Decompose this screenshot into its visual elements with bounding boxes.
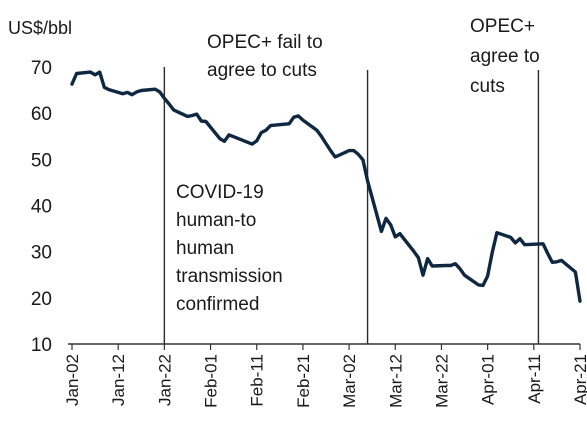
- x-tick-label: Mar-12: [386, 354, 405, 408]
- y-tick-label: 40: [31, 197, 52, 218]
- annotation-opec-agree: OPEC+ agree to cuts: [470, 16, 540, 97]
- series-line: [70, 70, 582, 303]
- annotation-covid-line-1: COVID-19: [176, 182, 264, 203]
- axes: [68, 343, 581, 350]
- x-tick-label: Apr-11: [525, 354, 544, 404]
- annotation-opec-agree-line-1: OPEC+: [470, 16, 535, 37]
- x-tick-marks: [71, 344, 581, 350]
- y-tick-labels: 10 20 30 40 50 60 70: [31, 58, 52, 356]
- x-tick-label: Jan-12: [109, 354, 128, 406]
- x-tick-label: Jan-02: [63, 354, 82, 406]
- annotation-covid-line-2: human-to: [176, 210, 256, 231]
- x-tick-label: Jan-22: [155, 354, 174, 406]
- y-tick-label: 50: [31, 150, 52, 171]
- annotation-covid-line-5: confirmed: [176, 294, 259, 315]
- y-tick-label: 20: [31, 289, 52, 310]
- x-tick-label: Feb-11: [248, 354, 267, 407]
- event-lines: [163, 67, 540, 344]
- y-tick-label: 10: [31, 335, 52, 356]
- annotation-opec-fail-line-2: agree to cuts: [207, 60, 317, 81]
- annotation-covid: COVID-19 human-to human transmission con…: [176, 182, 283, 315]
- annotation-opec-agree-line-3: cuts: [470, 76, 505, 97]
- annotation-covid-line-4: transmission: [176, 266, 283, 287]
- x-tick-label: Mar-22: [432, 354, 451, 408]
- y-tick-label: 30: [31, 243, 52, 264]
- annotation-opec-agree-line-2: agree to: [470, 46, 540, 67]
- y-axis-label: US$/bbl: [8, 18, 72, 38]
- annotation-opec-fail: OPEC+ fail to agree to cuts: [207, 32, 323, 81]
- y-tick-label: 60: [31, 104, 52, 125]
- x-tick-labels: Jan-02 Jan-12 Jan-22 Feb-01 Feb-11 Feb-21 Mar-…: [63, 354, 587, 408]
- y-tick-label: 70: [31, 58, 52, 79]
- x-tick-label: Apr-21: [571, 354, 587, 405]
- x-tick-label: Feb-01: [202, 354, 221, 408]
- x-tick-label: Apr-01: [479, 354, 498, 405]
- x-tick-label: Feb-21: [294, 354, 313, 408]
- annotation-covid-line-3: human: [176, 238, 234, 259]
- x-tick-label: Mar-02: [340, 354, 359, 408]
- annotation-opec-fail-line-1: OPEC+ fail to: [207, 32, 323, 53]
